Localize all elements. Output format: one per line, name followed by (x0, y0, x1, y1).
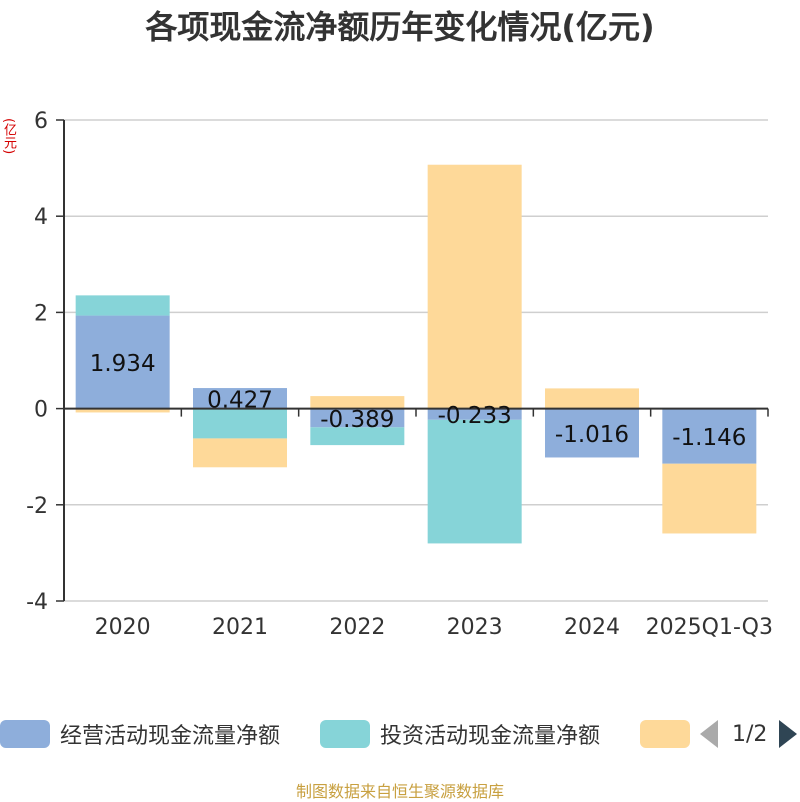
bar-series3-2025Q1-Q3[interactable] (662, 463, 757, 534)
data-source-note: 制图数据来自恒生聚源数据库 (295, 782, 504, 801)
data-label: 0.427 (207, 387, 273, 413)
chart-title: 各项现金流净额历年变化情况(亿元) (145, 8, 655, 46)
data-label: 1.934 (90, 351, 156, 377)
y-tick-label: 6 (34, 109, 48, 134)
next-page-icon[interactable] (779, 720, 798, 748)
legend-item-operating[interactable]: 经营活动现金流量净额 (0, 716, 280, 752)
bar-series3-2021[interactable] (193, 438, 287, 468)
bar-series3-2020[interactable] (75, 408, 170, 413)
data-label: -1.016 (555, 422, 629, 448)
x-tick-label: 2021 (212, 615, 268, 640)
legend-item-third[interactable] (640, 716, 690, 752)
y-tick-label: 2 (34, 301, 48, 326)
data-label: -1.146 (672, 425, 746, 451)
bar-series1-2022[interactable] (310, 408, 405, 428)
bar-series1-2024[interactable] (545, 408, 639, 458)
x-tick-label: 2025Q1-Q3 (646, 615, 773, 640)
bar-series1-2021[interactable] (193, 388, 287, 409)
bar-series2-2020[interactable] (75, 295, 170, 316)
legend-pager: 1/2 (700, 716, 798, 752)
y-tick-label: 4 (34, 205, 48, 230)
legend-item-investing[interactable]: 投资活动现金流量净额 (320, 716, 600, 752)
y-tick-label: 0 (34, 398, 48, 423)
bar-series1-2023[interactable] (427, 408, 522, 420)
legend-page-indicator: 1/2 (732, 721, 768, 747)
bar-series2-2023[interactable] (427, 419, 522, 544)
legend-swatch-operating (0, 720, 50, 748)
x-tick-label: 2023 (447, 615, 503, 640)
bar-series1-2025Q1-Q3[interactable] (662, 408, 757, 464)
bar-series2-2021[interactable] (193, 408, 287, 439)
bar-series3-2022[interactable] (310, 396, 405, 409)
y-tick-label: -4 (26, 590, 48, 615)
y-axis-unit: (亿元) (1, 118, 16, 155)
legend-swatch-investing (320, 720, 370, 748)
y-tick-label: -2 (26, 494, 48, 519)
data-label: -0.233 (438, 403, 512, 429)
bar-series2-2022[interactable] (310, 427, 405, 446)
bar-series1-2020[interactable] (75, 315, 170, 409)
legend-label-investing: 投资活动现金流量净额 (380, 724, 601, 749)
x-tick-label: 2022 (329, 615, 385, 640)
x-tick-label: 2024 (564, 615, 620, 640)
data-label: -0.389 (320, 407, 394, 433)
legend-label-operating: 经营活动现金流量净额 (60, 724, 281, 749)
legend: 经营活动现金流量净额 投资活动现金流量净额 (0, 716, 800, 752)
legend-swatch-third (640, 720, 690, 748)
prev-page-icon[interactable] (700, 720, 718, 748)
x-tick-label: 2020 (95, 615, 151, 640)
bar-series3-2023[interactable] (427, 164, 522, 409)
bar-series3-2024[interactable] (545, 388, 639, 409)
